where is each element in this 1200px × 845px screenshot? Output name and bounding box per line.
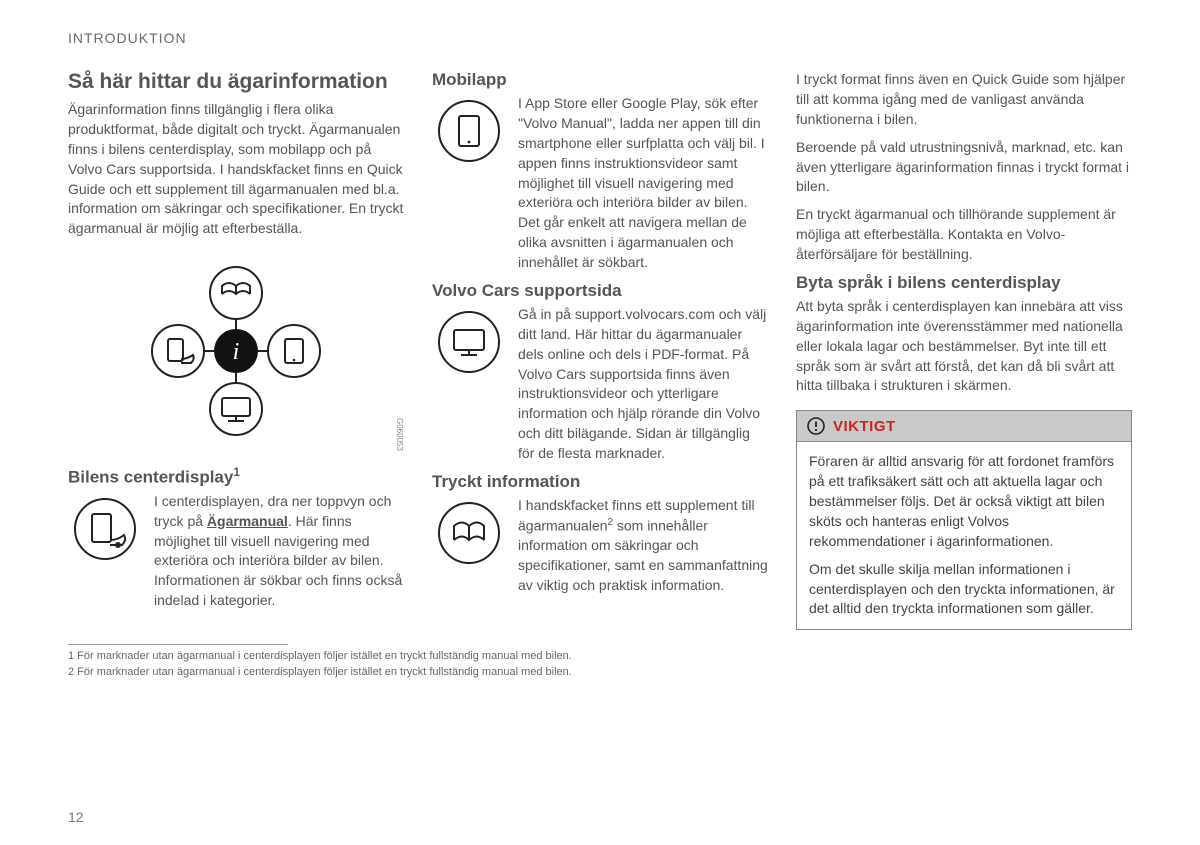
support-p-wrapped: Gå in på support.volvocars.com och välj … <box>518 305 768 464</box>
main-heading: Så här hittar du ägarinformation <box>68 70 404 94</box>
column-2: Mobilapp I App Store eller Google Play, … <box>432 70 768 630</box>
important-title: VIKTIGT <box>833 418 896 435</box>
byta-paragraph: Att byta språk i centerdisplayen kan inn… <box>796 297 1132 396</box>
tryckt-paragraph: I handskfacket finns ett supplement till… <box>518 496 768 596</box>
info-sources-diagram: i <box>68 251 404 451</box>
content-columns: Så här hittar du ägarinformation Ägarinf… <box>68 70 1132 630</box>
centerdisplay-paragraph: I centerdisplayen, dra ner toppvyn och t… <box>154 492 404 611</box>
centerdisplay-block: I centerdisplayen, dra ner toppvyn och t… <box>68 492 404 619</box>
mobilapp-heading: Mobilapp <box>432 70 768 90</box>
support-block: Gå in på support.volvocars.com och välj … <box>432 305 768 464</box>
tryckt-block: I handskfacket finns ett supplement till… <box>432 496 768 604</box>
footnote-rule <box>68 644 288 645</box>
page-number: 12 <box>68 809 84 825</box>
important-box: VIKTIGT Föraren är alltid ansvarig för a… <box>796 410 1132 630</box>
monitor-icon <box>432 305 506 379</box>
important-p1: Föraren är alltid ansvarig för att fordo… <box>809 452 1119 551</box>
col3-p3: En tryckt ägarmanual och tillhörande sup… <box>796 205 1132 265</box>
diagram-svg: i <box>121 251 351 451</box>
support-heading: Volvo Cars supportsida <box>432 281 768 301</box>
footnote-1: 1 För marknader utan ägarmanual i center… <box>68 649 1132 664</box>
footnote-ref-1: 1 <box>233 465 240 479</box>
alert-icon <box>807 417 825 435</box>
section-header: INTRODUKTION <box>68 30 1132 46</box>
tablet-icon <box>432 94 506 168</box>
centerdisplay-heading-text: Bilens centerdisplay <box>68 468 233 487</box>
footnote-2: 2 För marknader utan ägarmanual i center… <box>68 665 1132 680</box>
book-icon <box>432 496 506 570</box>
important-p2: Om det skulle skilja mellan informatione… <box>809 560 1119 620</box>
col3-p1: I tryckt format finns även en Quick Guid… <box>796 70 1132 130</box>
car-tablet-icon <box>68 492 142 566</box>
important-body: Föraren är alltid ansvarig för att fordo… <box>797 442 1131 629</box>
page: INTRODUKTION Så här hittar du ägarinform… <box>0 0 1200 845</box>
mobilapp-p-wrapped: I App Store eller Google Play, sök efter… <box>518 94 768 273</box>
column-1: Så här hittar du ägarinformation Ägarinf… <box>68 70 404 630</box>
byta-heading: Byta språk i bilens centerdisplay <box>796 273 1132 293</box>
important-header: VIKTIGT <box>797 411 1131 442</box>
tryckt-heading: Tryckt information <box>432 472 768 492</box>
svg-text:i: i <box>233 339 240 365</box>
centerdisplay-heading: Bilens centerdisplay1 <box>68 465 404 488</box>
centerdisplay-p-bold: Ägarmanual <box>207 513 288 529</box>
column-3: I tryckt format finns även en Quick Guid… <box>796 70 1132 630</box>
mobilapp-block: I App Store eller Google Play, sök efter… <box>432 94 768 273</box>
intro-paragraph: Ägarinformation finns tillgänglig i fler… <box>68 100 404 239</box>
diagram-ref-code: G060053 <box>395 418 404 451</box>
col3-p2: Beroende på vald utrustningsnivå, markna… <box>796 138 1132 198</box>
